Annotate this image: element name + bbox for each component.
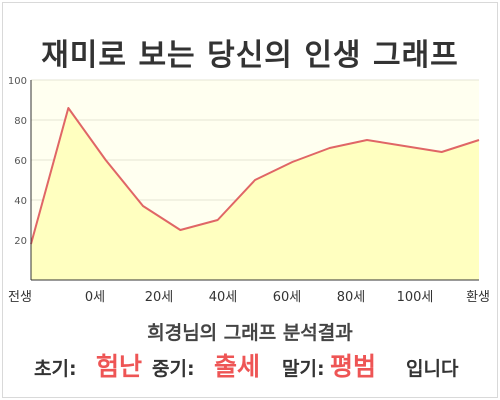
x-tick-label: 전생 <box>8 290 32 305</box>
middle-value: 출세 <box>214 352 261 381</box>
middle-label: 중기: <box>152 358 195 380</box>
y-tick-label: 80 <box>14 116 27 127</box>
x-tick-label: 100세 <box>397 290 434 305</box>
x-tick-label: 20세 <box>145 290 174 305</box>
x-tick-labels: 전생 0세 20세 40세 60세 80세 100세 환생 <box>8 290 490 305</box>
x-tick-label: 80세 <box>337 290 366 305</box>
x-tick-label: 환생 <box>466 290 490 305</box>
y-tick-label: 100 <box>8 76 27 87</box>
suffix-label: 입니다 <box>406 358 459 380</box>
chart-title: 재미로 보는 당신의 인생 그래프 <box>41 38 459 73</box>
y-tick-labels: 20 40 60 80 100 <box>8 76 27 247</box>
analysis-result: 초기: 험난 중기: 출세 말기: 평범 입니다 <box>0 344 500 384</box>
area-fill <box>31 108 479 280</box>
y-tick-label: 20 <box>14 236 27 247</box>
series-line <box>30 107 480 245</box>
x-tick-label: 40세 <box>209 290 238 305</box>
x-tick-label: 60세 <box>273 290 302 305</box>
analysis-title: 희경님의 그래프 분석결과 <box>147 322 353 344</box>
early-value: 험난 <box>96 352 143 381</box>
y-tick-label: 40 <box>14 196 27 207</box>
late-value: 평범 <box>330 352 377 381</box>
early-label: 초기: <box>34 358 77 380</box>
x-tick-label: 0세 <box>85 290 105 305</box>
y-tick-label: 60 <box>14 156 27 167</box>
late-label: 말기: <box>282 358 325 380</box>
